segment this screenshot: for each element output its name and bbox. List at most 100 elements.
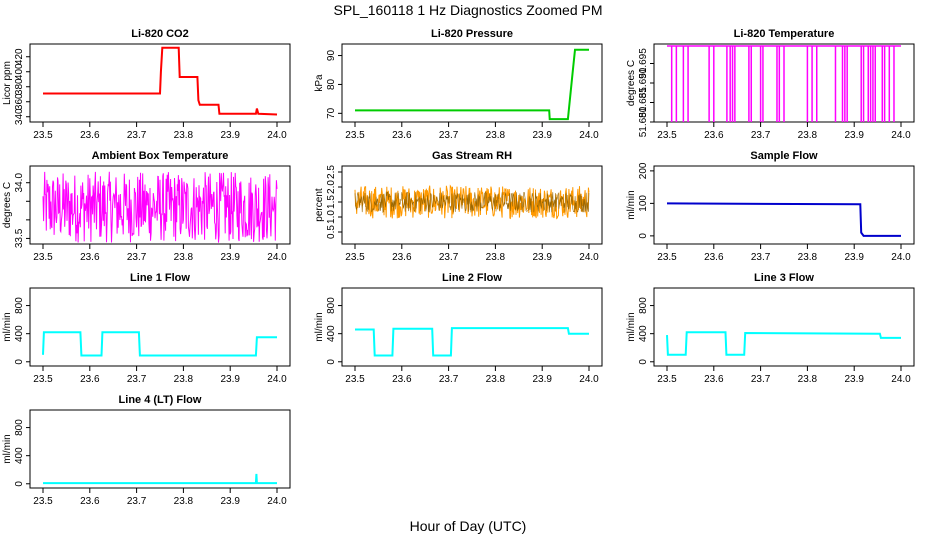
series bbox=[42, 331, 277, 357]
x-tick-label: 24.0 bbox=[267, 252, 287, 263]
plot-frame bbox=[29, 43, 291, 123]
x-tick-label: 23.8 bbox=[174, 496, 194, 507]
y-tick-label: 400 bbox=[14, 447, 25, 464]
x-tick-label: 23.5 bbox=[657, 130, 677, 141]
y-axis-label: ml/min bbox=[2, 434, 13, 463]
panel-8: Line 2 Flow 23.5 23.6 23.7 23.8 23.9 24.0 0 400 8… bbox=[314, 272, 603, 385]
x-tick-label: 23.5 bbox=[345, 252, 365, 263]
plot-frame bbox=[29, 165, 291, 245]
x-tick-label: 24.0 bbox=[891, 130, 911, 141]
x-tick-label: 23.9 bbox=[532, 252, 552, 263]
panel-title: Line 1 Flow bbox=[130, 272, 190, 284]
x-tick-label: 23.8 bbox=[798, 252, 818, 263]
panel-title: Li-820 Temperature bbox=[734, 28, 835, 40]
x-tick-label: 23.6 bbox=[80, 252, 100, 263]
plot-frame bbox=[29, 409, 291, 489]
series-noise-dark bbox=[354, 191, 590, 213]
y-tick-label: 100 bbox=[638, 195, 649, 212]
series-line bbox=[43, 473, 277, 485]
x-tick-label: 24.0 bbox=[891, 252, 911, 263]
x-tick-label: 23.9 bbox=[844, 252, 864, 263]
series-line bbox=[355, 48, 589, 121]
y-tick-label: 400 bbox=[638, 325, 649, 342]
x-tick-label: 24.0 bbox=[579, 374, 599, 385]
y-axis-label: ml/min bbox=[626, 312, 637, 341]
panel-1: Li-820 CO2 23.5 23.6 23.7 23.8 23.9 24.0 340360… bbox=[2, 28, 291, 141]
x-tick-label: 23.6 bbox=[80, 374, 100, 385]
x-tick-label: 23.6 bbox=[704, 252, 724, 263]
x-tick-label: 23.7 bbox=[439, 130, 459, 141]
x-tick-label: 23.9 bbox=[844, 130, 864, 141]
x-tick-label: 23.9 bbox=[220, 252, 240, 263]
panel-title: Li-820 Pressure bbox=[431, 28, 513, 40]
plot-frame bbox=[341, 43, 603, 123]
y-axis-label: degrees C bbox=[2, 182, 13, 228]
x-tick-label: 24.0 bbox=[267, 496, 287, 507]
y-tick-label: 80 bbox=[326, 78, 337, 90]
y-tick-label: 380 bbox=[14, 78, 25, 95]
series-line bbox=[666, 331, 901, 356]
x-tick-label: 23.9 bbox=[220, 496, 240, 507]
series-line bbox=[43, 46, 278, 116]
panel-title: Sample Flow bbox=[750, 150, 818, 162]
plot-frame bbox=[653, 287, 915, 367]
plot-frame bbox=[341, 165, 603, 245]
x-tick-label: 23.8 bbox=[798, 130, 818, 141]
panel-title: Line 2 Flow bbox=[442, 272, 502, 284]
x-tick-label: 23.7 bbox=[751, 374, 771, 385]
panel-9: Line 3 Flow 23.5 23.6 23.7 23.8 23.9 24.0 0 400 8… bbox=[626, 272, 915, 385]
y-tick-label: 51.690 bbox=[638, 67, 649, 98]
x-tick-label: 23.7 bbox=[127, 130, 147, 141]
series bbox=[42, 171, 278, 243]
x-tick-label: 23.5 bbox=[345, 130, 365, 141]
series bbox=[354, 184, 590, 220]
y-axis-label: ml/min bbox=[314, 312, 325, 341]
x-tick-label: 24.0 bbox=[891, 374, 911, 385]
x-tick-label: 23.8 bbox=[486, 130, 506, 141]
y-tick-label: 400 bbox=[14, 63, 25, 80]
panel-title: Gas Stream RH bbox=[432, 150, 512, 162]
y-tick-label: 340 bbox=[14, 108, 25, 125]
x-tick-label: 23.5 bbox=[33, 252, 53, 263]
y-tick-label: 51.685 bbox=[638, 87, 649, 118]
panel-title: Li-820 CO2 bbox=[131, 28, 188, 40]
x-tick-label: 23.6 bbox=[392, 252, 412, 263]
x-tick-label: 23.7 bbox=[127, 496, 147, 507]
y-tick-label: 0 bbox=[638, 233, 649, 239]
series bbox=[667, 45, 901, 122]
x-tick-label: 23.6 bbox=[704, 374, 724, 385]
series bbox=[666, 331, 901, 356]
x-tick-label: 23.6 bbox=[704, 130, 724, 141]
x-tick-label: 23.8 bbox=[174, 130, 194, 141]
x-tick-label: 23.7 bbox=[127, 374, 147, 385]
x-tick-label: 23.9 bbox=[532, 130, 552, 141]
y-tick-label: 2.5 bbox=[326, 165, 337, 179]
y-tick-label: 34.0 bbox=[14, 173, 25, 193]
panel-5: Gas Stream RH 23.5 23.6 23.7 23.8 23.9 24.0 0.5… bbox=[314, 150, 603, 263]
y-tick-label: 800 bbox=[14, 419, 25, 436]
y-tick-label: 200 bbox=[638, 162, 649, 179]
y-tick-label: 51.695 bbox=[638, 48, 649, 79]
series bbox=[43, 46, 278, 116]
x-tick-label: 23.8 bbox=[798, 374, 818, 385]
y-tick-label: 1.0 bbox=[326, 210, 337, 224]
y-tick-label: 800 bbox=[14, 297, 25, 314]
series-noise bbox=[42, 171, 278, 243]
panel-2: Li-820 Pressure 23.5 23.6 23.7 23.8 23.9 24.0 7… bbox=[314, 28, 603, 141]
panel-3: Li-820 Temperature 23.5 23.6 23.7 23.8 23.9 24… bbox=[626, 28, 915, 141]
y-tick-label: 400 bbox=[14, 325, 25, 342]
x-tick-label: 23.6 bbox=[392, 374, 412, 385]
x-tick-label: 23.7 bbox=[127, 252, 147, 263]
y-tick-label: 360 bbox=[14, 93, 25, 110]
plot-frame bbox=[653, 165, 915, 245]
panel-4: Ambient Box Temperature 23.5 23.6 23.7 23.8 2… bbox=[2, 150, 291, 263]
x-tick-label: 24.0 bbox=[267, 130, 287, 141]
y-axis-label: percent bbox=[314, 188, 325, 222]
y-tick-label: 400 bbox=[326, 325, 337, 342]
x-tick-label: 23.9 bbox=[220, 130, 240, 141]
panel-7: Line 1 Flow 23.5 23.6 23.7 23.8 23.9 24.0 0 400 8… bbox=[2, 272, 291, 385]
y-tick-label: 0.5 bbox=[326, 225, 337, 239]
series-noise bbox=[354, 184, 590, 220]
y-tick-label: 420 bbox=[14, 48, 25, 65]
